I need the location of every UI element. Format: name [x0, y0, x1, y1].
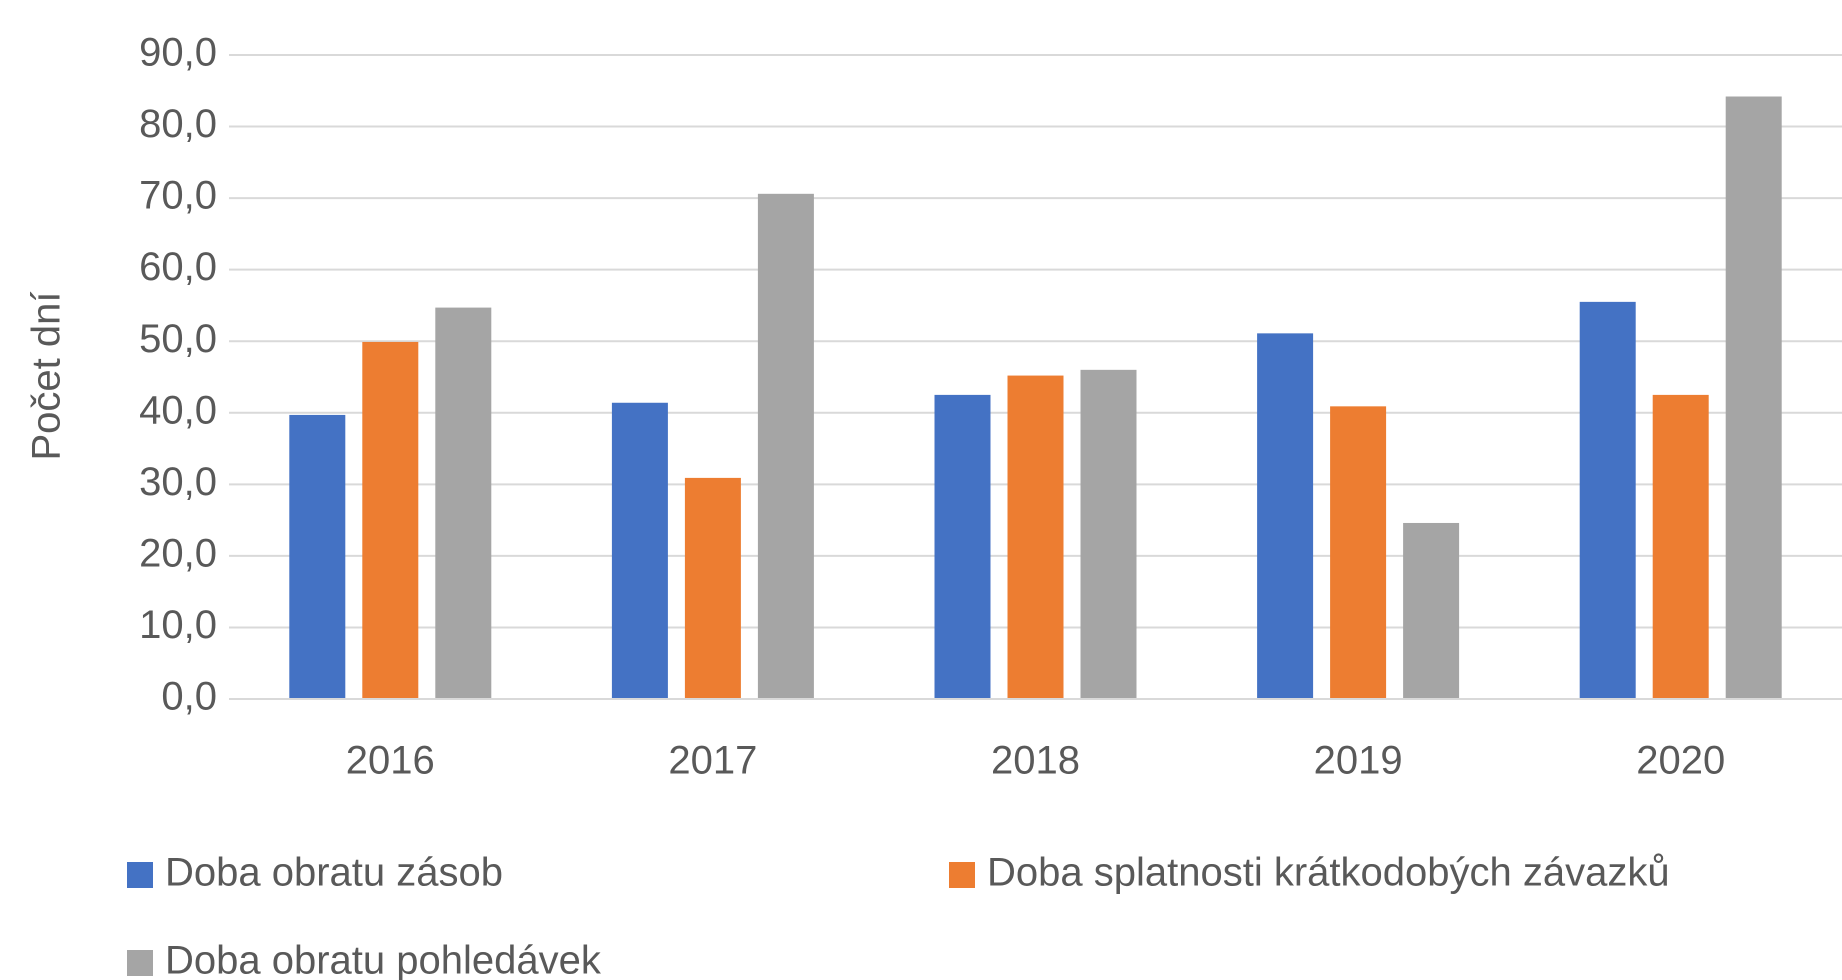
bar [757, 193, 814, 699]
bar [1652, 394, 1709, 699]
legend-label: Doba obratu zásob [165, 851, 503, 895]
bar [1080, 369, 1137, 699]
y-tick-label: 50,0 [139, 317, 217, 361]
y-tick-label: 80,0 [139, 102, 217, 146]
bar [289, 414, 346, 699]
bar [934, 394, 991, 699]
bar [1725, 96, 1782, 700]
bar [1007, 375, 1064, 699]
y-tick-label: 70,0 [139, 174, 217, 218]
y-tick-label: 40,0 [139, 388, 217, 432]
bar [1403, 522, 1460, 699]
y-axis-label: Počet dní [25, 291, 69, 460]
x-tick-label: 2017 [668, 739, 757, 783]
legend-swatch [949, 862, 975, 888]
bar [1330, 406, 1387, 699]
x-tick-label: 2016 [346, 739, 435, 783]
bar [1579, 301, 1636, 699]
bar [362, 341, 419, 699]
y-tick-label: 20,0 [139, 531, 217, 575]
legend-label: Doba obratu pohledávek [165, 939, 602, 980]
x-tick-label: 2018 [991, 739, 1080, 783]
bar [684, 477, 741, 699]
x-tick-label: 2020 [1636, 739, 1725, 783]
bar [435, 307, 492, 699]
y-tick-label: 10,0 [139, 603, 217, 647]
legend-label: Doba splatnosti krátkodobých závazků [987, 851, 1670, 895]
y-tick-label: 90,0 [139, 31, 217, 75]
y-tick-label: 0,0 [161, 675, 217, 719]
legend-swatch [127, 950, 153, 976]
legend-swatch [127, 862, 153, 888]
x-tick-label: 2019 [1314, 739, 1403, 783]
bar [1257, 333, 1314, 699]
y-tick-label: 60,0 [139, 245, 217, 289]
bar [611, 402, 668, 699]
y-tick-label: 30,0 [139, 460, 217, 504]
